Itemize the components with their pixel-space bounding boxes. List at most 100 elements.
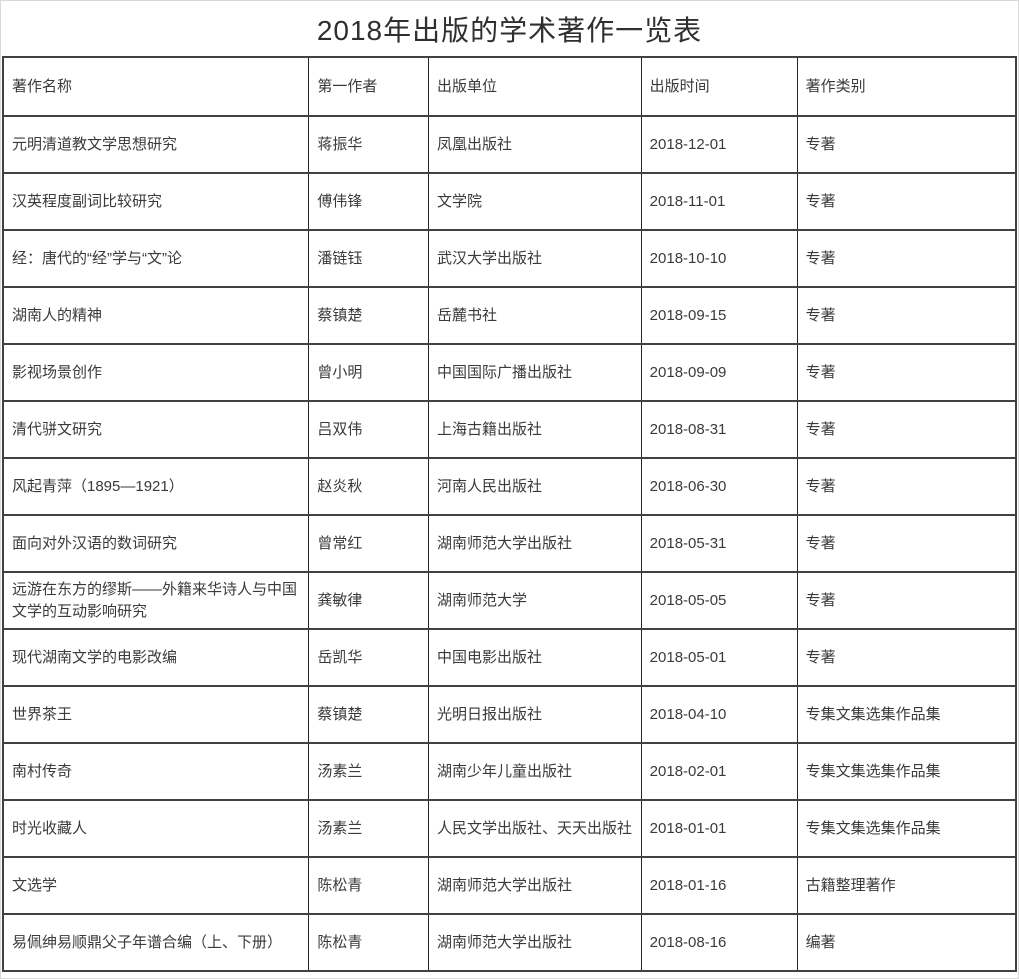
cell-publisher: 武汉大学出版社 xyxy=(427,229,642,288)
cell-category: 专集文集选集作品集 xyxy=(796,685,1017,744)
cell-publisher: 中国国际广播出版社 xyxy=(427,343,642,402)
cell-publisher: 凤凰出版社 xyxy=(427,115,642,174)
cell-category: 专集文集选集作品集 xyxy=(796,742,1017,801)
table-row: 面向对外汉语的数词研究 曾常红 湖南师范大学出版社 2018-05-31 专著 xyxy=(2,514,1017,573)
cell-publish-date: 2018-09-15 xyxy=(640,286,798,345)
header-row: 著作名称 第一作者 出版单位 出版时间 著作类别 xyxy=(2,56,1017,117)
cell-first-author: 吕双伟 xyxy=(308,400,429,459)
cell-first-author: 陈松青 xyxy=(308,856,429,915)
cell-work-title: 清代骈文研究 xyxy=(2,400,310,459)
table-row: 时光收藏人 汤素兰 人民文学出版社、天天出版社 2018-01-01 专集文集选… xyxy=(2,799,1017,858)
cell-publisher: 光明日报出版社 xyxy=(427,685,642,744)
cell-publisher: 湖南师范大学出版社 xyxy=(427,856,642,915)
cell-work-title: 风起青萍（1895—1921） xyxy=(2,457,310,516)
column-header-publisher: 出版单位 xyxy=(427,56,642,117)
cell-first-author: 汤素兰 xyxy=(308,799,429,858)
table-row: 易佩绅易顺鼎父子年谱合编（上、下册） 陈松青 湖南师范大学出版社 2018-08… xyxy=(2,913,1017,972)
cell-publish-date: 2018-12-01 xyxy=(640,115,798,174)
cell-category: 编著 xyxy=(796,913,1017,972)
cell-first-author: 曾常红 xyxy=(308,514,429,573)
cell-work-title: 面向对外汉语的数词研究 xyxy=(2,514,310,573)
cell-publish-date: 2018-10-10 xyxy=(640,229,798,288)
cell-publish-date: 2018-05-31 xyxy=(640,514,798,573)
cell-first-author: 曾小明 xyxy=(308,343,429,402)
cell-category: 专集文集选集作品集 xyxy=(796,799,1017,858)
cell-work-title: 影视场景创作 xyxy=(2,343,310,402)
cell-category: 专著 xyxy=(796,229,1017,288)
cell-category: 古籍整理著作 xyxy=(796,856,1017,915)
cell-publish-date: 2018-06-30 xyxy=(640,457,798,516)
cell-publish-date: 2018-09-09 xyxy=(640,343,798,402)
cell-category: 专著 xyxy=(796,172,1017,231)
table-row: 远游在东方的缪斯——外籍来华诗人与中国文学的互动影响研究 龚敏律 湖南师范大学 … xyxy=(2,571,1017,630)
column-header-work-title: 著作名称 xyxy=(2,56,310,117)
works-table: 著作名称 第一作者 出版单位 出版时间 著作类别 元明清道教文学思想研究 蒋振华… xyxy=(2,56,1017,972)
cell-publish-date: 2018-08-31 xyxy=(640,400,798,459)
table-row: 清代骈文研究 吕双伟 上海古籍出版社 2018-08-31 专著 xyxy=(2,400,1017,459)
cell-first-author: 陈松青 xyxy=(308,913,429,972)
cell-category: 专著 xyxy=(796,628,1017,687)
table-row: 经：唐代的“经”学与“文”论 潘链钰 武汉大学出版社 2018-10-10 专著 xyxy=(2,229,1017,288)
cell-work-title: 世界茶王 xyxy=(2,685,310,744)
cell-first-author: 潘链钰 xyxy=(308,229,429,288)
page-title: 2018年出版的学术著作一览表 xyxy=(316,14,703,46)
cell-first-author: 龚敏律 xyxy=(308,571,429,630)
table-row: 影视场景创作 曾小明 中国国际广播出版社 2018-09-09 专著 xyxy=(2,343,1017,402)
cell-work-title: 时光收藏人 xyxy=(2,799,310,858)
cell-category: 专著 xyxy=(796,514,1017,573)
cell-category: 专著 xyxy=(796,343,1017,402)
table-row: 汉英程度副词比较研究 傅伟锋 文学院 2018-11-01 专著 xyxy=(2,172,1017,231)
cell-publisher: 湖南师范大学出版社 xyxy=(427,514,642,573)
cell-publish-date: 2018-01-16 xyxy=(640,856,798,915)
cell-publisher: 湖南师范大学出版社 xyxy=(427,913,642,972)
cell-publish-date: 2018-05-05 xyxy=(640,571,798,630)
cell-publish-date: 2018-02-01 xyxy=(640,742,798,801)
cell-work-title: 远游在东方的缪斯——外籍来华诗人与中国文学的互动影响研究 xyxy=(2,571,310,630)
cell-first-author: 蔡镇楚 xyxy=(308,286,429,345)
cell-work-title: 湖南人的精神 xyxy=(2,286,310,345)
cell-publish-date: 2018-01-01 xyxy=(640,799,798,858)
table-row: 文选学 陈松青 湖南师范大学出版社 2018-01-16 古籍整理著作 xyxy=(2,856,1017,915)
title-bar: 2018年出版的学术著作一览表 xyxy=(1,1,1018,56)
table-row: 南村传奇 汤素兰 湖南少年儿童出版社 2018-02-01 专集文集选集作品集 xyxy=(2,742,1017,801)
column-header-publish-date: 出版时间 xyxy=(640,56,798,117)
cell-publisher: 中国电影出版社 xyxy=(427,628,642,687)
cell-publisher: 文学院 xyxy=(427,172,642,231)
cell-publisher: 湖南师范大学 xyxy=(427,571,642,630)
cell-work-title: 汉英程度副词比较研究 xyxy=(2,172,310,231)
column-header-first-author: 第一作者 xyxy=(308,56,429,117)
cell-work-title: 元明清道教文学思想研究 xyxy=(2,115,310,174)
table-row: 现代湖南文学的电影改编 岳凯华 中国电影出版社 2018-05-01 专著 xyxy=(2,628,1017,687)
cell-category: 专著 xyxy=(796,571,1017,630)
cell-work-title: 易佩绅易顺鼎父子年谱合编（上、下册） xyxy=(2,913,310,972)
cell-first-author: 蒋振华 xyxy=(308,115,429,174)
cell-category: 专著 xyxy=(796,400,1017,459)
cell-work-title: 现代湖南文学的电影改编 xyxy=(2,628,310,687)
cell-first-author: 岳凯华 xyxy=(308,628,429,687)
table-body: 元明清道教文学思想研究 蒋振华 凤凰出版社 2018-12-01 专著 汉英程度… xyxy=(2,115,1017,972)
cell-work-title: 经：唐代的“经”学与“文”论 xyxy=(2,229,310,288)
table-row: 风起青萍（1895—1921） 赵炎秋 河南人民出版社 2018-06-30 专… xyxy=(2,457,1017,516)
cell-category: 专著 xyxy=(796,115,1017,174)
cell-first-author: 蔡镇楚 xyxy=(308,685,429,744)
cell-publish-date: 2018-11-01 xyxy=(640,172,798,231)
cell-publisher: 上海古籍出版社 xyxy=(427,400,642,459)
cell-category: 专著 xyxy=(796,457,1017,516)
cell-work-title: 南村传奇 xyxy=(2,742,310,801)
table-header: 著作名称 第一作者 出版单位 出版时间 著作类别 xyxy=(2,56,1017,117)
cell-publish-date: 2018-04-10 xyxy=(640,685,798,744)
cell-publisher: 湖南少年儿童出版社 xyxy=(427,742,642,801)
cell-first-author: 汤素兰 xyxy=(308,742,429,801)
cell-publish-date: 2018-08-16 xyxy=(640,913,798,972)
cell-first-author: 赵炎秋 xyxy=(308,457,429,516)
cell-category: 专著 xyxy=(796,286,1017,345)
cell-publisher: 河南人民出版社 xyxy=(427,457,642,516)
cell-publisher: 岳麓书社 xyxy=(427,286,642,345)
cell-publish-date: 2018-05-01 xyxy=(640,628,798,687)
table-row: 湖南人的精神 蔡镇楚 岳麓书社 2018-09-15 专著 xyxy=(2,286,1017,345)
cell-publisher: 人民文学出版社、天天出版社 xyxy=(427,799,642,858)
cell-first-author: 傅伟锋 xyxy=(308,172,429,231)
column-header-category: 著作类别 xyxy=(796,56,1017,117)
cell-work-title: 文选学 xyxy=(2,856,310,915)
